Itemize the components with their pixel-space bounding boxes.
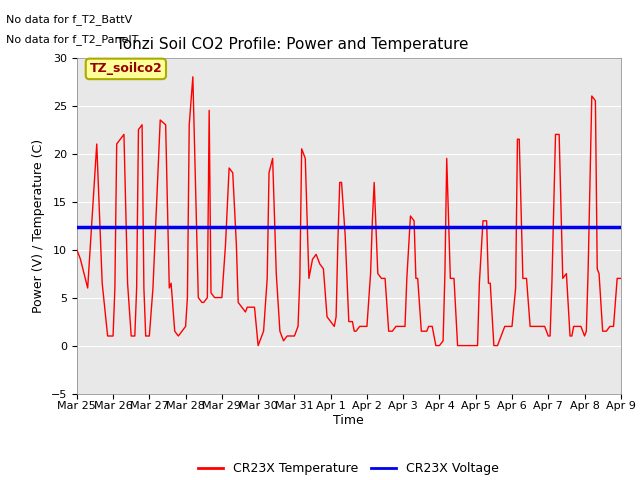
Text: No data for f_T2_BattV: No data for f_T2_BattV	[6, 14, 132, 25]
Text: TZ_soilco2: TZ_soilco2	[90, 62, 163, 75]
Text: Tonzi Soil CO2 Profile: Power and Temperature: Tonzi Soil CO2 Profile: Power and Temper…	[116, 37, 468, 52]
Y-axis label: Power (V) / Temperature (C): Power (V) / Temperature (C)	[32, 139, 45, 312]
Legend: CR23X Temperature, CR23X Voltage: CR23X Temperature, CR23X Voltage	[193, 457, 504, 480]
Text: No data for f_T2_PanelT: No data for f_T2_PanelT	[6, 34, 139, 45]
X-axis label: Time: Time	[333, 414, 364, 427]
